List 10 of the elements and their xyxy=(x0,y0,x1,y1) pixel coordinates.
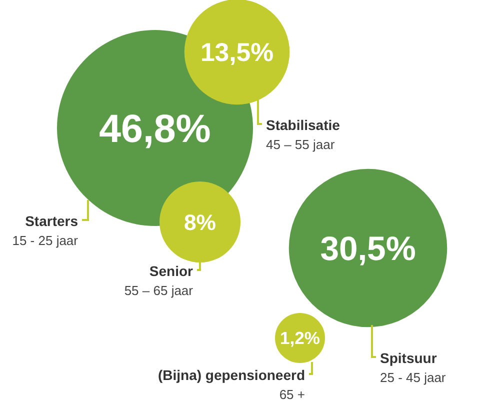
category-label: Spitsuur 25 - 45 jaar xyxy=(380,350,446,385)
data-label: 8% xyxy=(184,210,216,235)
category-label: (Bijna) gepensioneerd 65 + xyxy=(158,367,305,402)
category-label: Senior 55 – 65 jaar xyxy=(124,263,194,298)
category-label: Stabilisatie 45 – 55 jaar xyxy=(266,117,340,152)
category-label: Starters 15 - 25 jaar xyxy=(12,213,79,248)
data-label: 46,8% xyxy=(99,106,211,151)
data-label: 13,5% xyxy=(200,39,274,68)
data-label: 1,2% xyxy=(280,328,320,348)
data-label: 30,5% xyxy=(320,230,416,268)
